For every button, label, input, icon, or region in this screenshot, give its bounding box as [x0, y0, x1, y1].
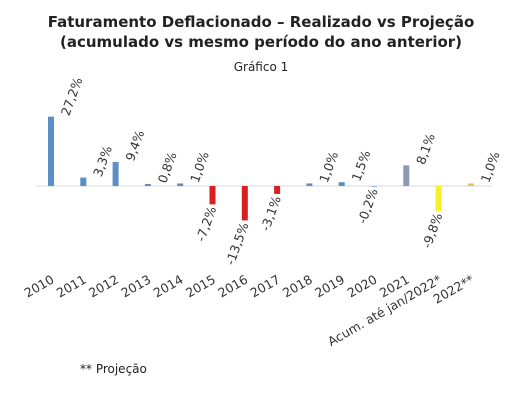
- bar-2016: [241, 186, 248, 221]
- data-label-2011: 3,3%: [90, 144, 115, 179]
- bar-2010: [48, 116, 54, 186]
- footnote: ** Projeção: [80, 362, 147, 376]
- tick-label-2011: 2011: [54, 272, 89, 301]
- tick-label-2016: 2016: [215, 272, 250, 301]
- data-label-2012: 9,4%: [122, 128, 147, 163]
- data-label-2013: 0,8%: [155, 150, 180, 185]
- bar-Acum. até jan/2022*: [435, 186, 442, 211]
- data-label-2022**: 1,0%: [478, 149, 503, 184]
- tick-label-2018: 2018: [280, 272, 315, 301]
- bar-2020: [371, 186, 377, 187]
- tick-label-2020: 2020: [344, 272, 379, 301]
- tick-label-2010: 2010: [21, 272, 56, 301]
- chart-subtitle: Gráfico 1: [233, 60, 289, 74]
- tick-label-2012: 2012: [86, 272, 121, 301]
- data-label-2019: 1,5%: [348, 148, 373, 183]
- data-label-Acum. até jan/2022*: -9,8%: [419, 211, 446, 250]
- chart-title-line1: Faturamento Deflacionado – Realizado vs …: [47, 13, 475, 31]
- bar-2013: [144, 183, 151, 186]
- tick-label-2019: 2019: [312, 272, 347, 301]
- data-label-2010: 27,2%: [58, 75, 86, 118]
- bar-2014: [177, 183, 184, 186]
- data-label-2015: -7,2%: [193, 204, 220, 243]
- data-label-2018: 1,0%: [316, 149, 341, 184]
- data-label-2017: -3,1%: [257, 194, 284, 233]
- bar-2021: [403, 165, 410, 186]
- bar-2011: [80, 177, 87, 186]
- bar-2015: [209, 186, 216, 205]
- data-label-2016: -13,5%: [222, 220, 251, 267]
- data-label-2014: 1,0%: [187, 149, 212, 184]
- tick-label-2014: 2014: [151, 272, 186, 301]
- bar-2018: [306, 183, 313, 186]
- bar-2012: [112, 162, 119, 186]
- bar-2017: [274, 186, 281, 194]
- tick-label-2017: 2017: [248, 272, 283, 301]
- bar-2019: [338, 182, 345, 186]
- bar-2022**: [467, 183, 474, 186]
- tick-label-2015: 2015: [183, 272, 218, 301]
- chart-title: Faturamento Deflacionado – Realizado vs …: [0, 12, 522, 52]
- chart-title-line2: (acumulado vs mesmo período do ano anter…: [59, 33, 463, 51]
- data-label-2021: 8,1%: [413, 131, 438, 166]
- tick-label-2013: 2013: [118, 272, 153, 301]
- data-label-2020: -0,2%: [354, 186, 381, 225]
